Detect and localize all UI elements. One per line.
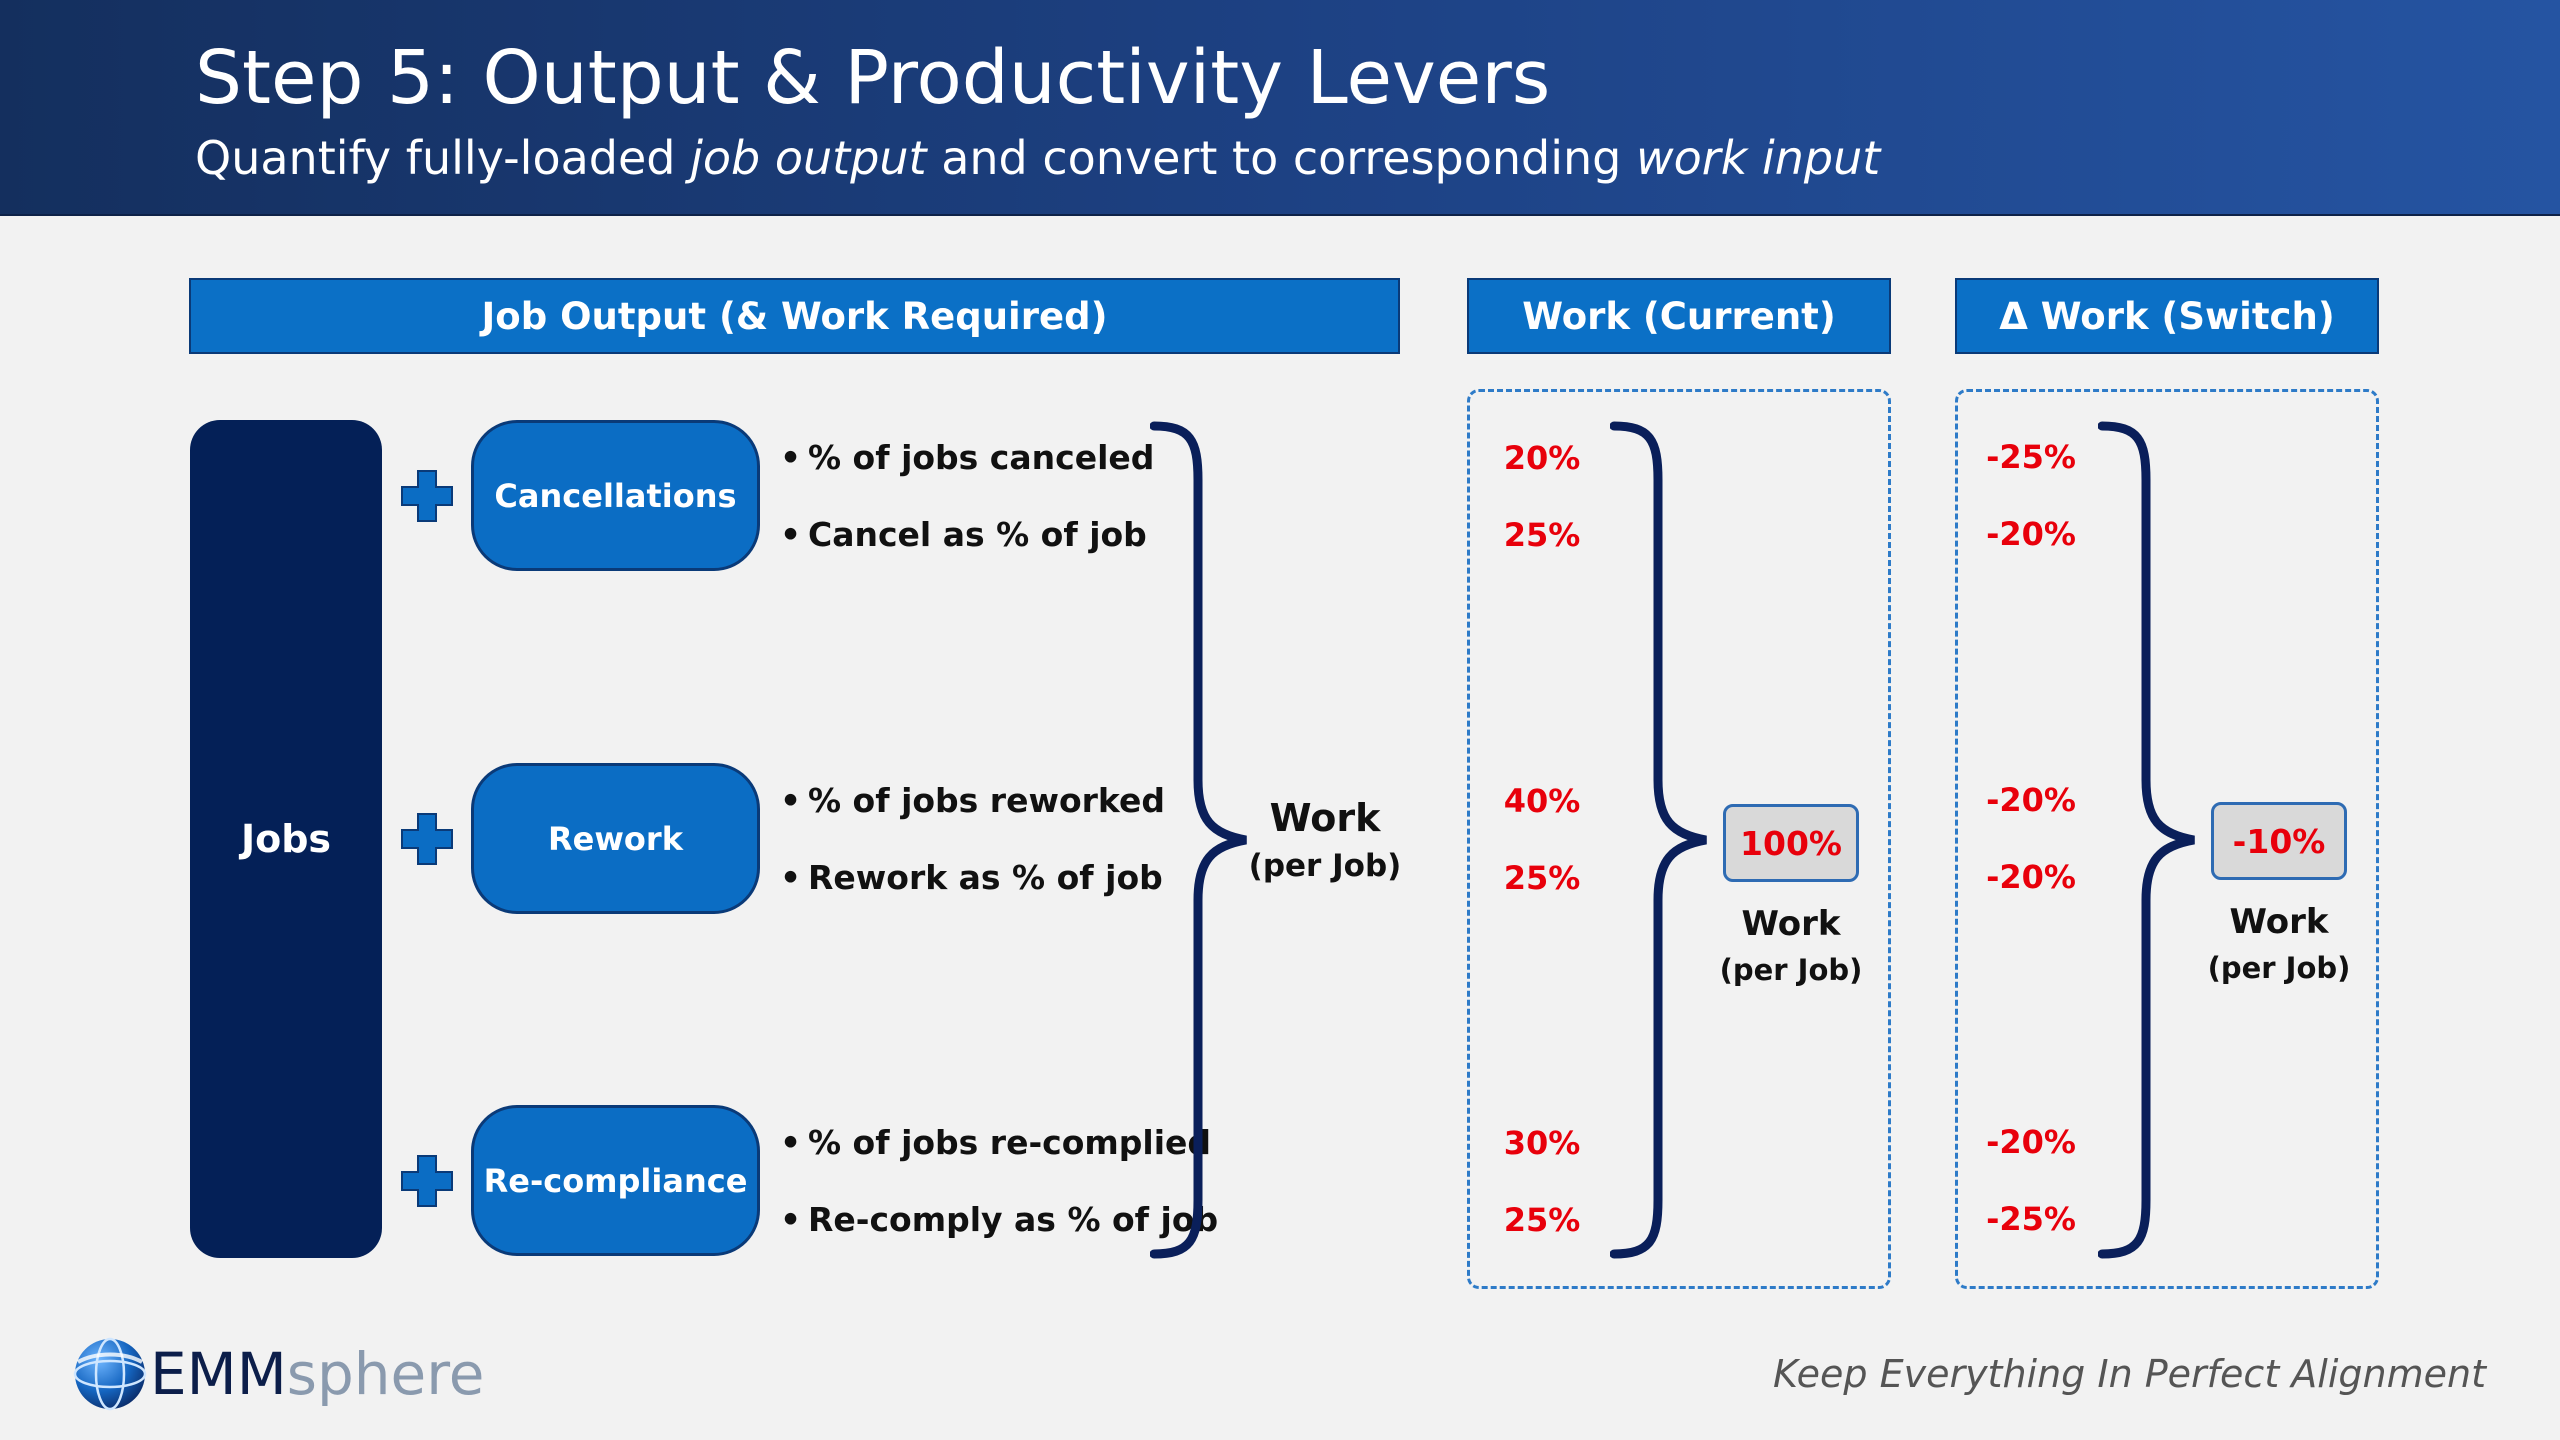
plus-icon bbox=[401, 1155, 453, 1207]
work-label-sub: (per Job) bbox=[1719, 953, 1863, 987]
bullet-marker: • bbox=[780, 1123, 802, 1162]
column-header-job-output: Job Output (& Work Required) bbox=[189, 278, 1400, 354]
metric-jobs-reworked: •% of jobs reworked bbox=[780, 776, 1165, 826]
bullet-marker: • bbox=[780, 438, 802, 477]
current-value: 30% bbox=[1503, 1124, 1581, 1162]
metric-label: Rework as % of job bbox=[808, 858, 1163, 897]
logo-text-sphere: sphere bbox=[286, 1340, 485, 1408]
work-label-sub: (per Job) bbox=[1248, 848, 1402, 884]
plus-icon bbox=[401, 470, 453, 522]
switch-value: -20% bbox=[1986, 515, 2076, 553]
column-header-work-switch: Δ Work (Switch) bbox=[1955, 278, 2379, 354]
metric-cancel-share: • Cancel as % of job bbox=[780, 510, 1147, 560]
metric-jobs-re-complied: •% of jobs re-complied bbox=[780, 1118, 1211, 1168]
emmsphere-logo: EMMsphere bbox=[72, 1334, 484, 1414]
page-subtitle: Quantify fully-loaded job output and con… bbox=[195, 128, 1880, 188]
subtitle-text-1: Quantify fully-loaded bbox=[195, 131, 691, 185]
work-current-panel bbox=[1467, 389, 1891, 1289]
work-switch-total: -10% bbox=[2211, 802, 2347, 880]
work-label-main: Work bbox=[2229, 902, 2329, 942]
switch-value: -20% bbox=[1986, 1123, 2076, 1161]
metric-label: Cancel as % of job bbox=[808, 515, 1147, 554]
page-title: Step 5: Output & Productivity Levers bbox=[195, 35, 1551, 121]
bullet-marker: • bbox=[780, 858, 802, 897]
subtitle-emphasis-2: work input bbox=[1636, 131, 1881, 185]
current-value: 25% bbox=[1503, 859, 1581, 897]
switch-value: -20% bbox=[1986, 858, 2076, 896]
work-label-main: Work bbox=[1741, 904, 1841, 944]
work-current-label: Work (per Job) bbox=[1711, 900, 1871, 992]
current-value: 20% bbox=[1503, 439, 1581, 477]
work-switch-panel bbox=[1955, 389, 2379, 1289]
work-switch-label: Work (per Job) bbox=[2199, 898, 2359, 990]
globe-icon bbox=[73, 1337, 147, 1411]
lever-rework: Rework bbox=[471, 763, 760, 914]
logo-text-emm: EMM bbox=[150, 1340, 287, 1408]
work-per-job-label: Work (per Job) bbox=[1245, 793, 1405, 889]
lever-re-compliance: Re-compliance bbox=[471, 1105, 760, 1256]
curly-brace-icon bbox=[1610, 421, 1707, 1259]
switch-value: -25% bbox=[1986, 438, 2076, 476]
current-value: 25% bbox=[1503, 516, 1581, 554]
bullet-marker: • bbox=[780, 515, 802, 554]
tagline: Keep Everything In Perfect Alignment bbox=[1773, 1352, 2486, 1396]
metric-label: % of jobs canceled bbox=[808, 438, 1155, 477]
metric-rework-share: • Rework as % of job bbox=[780, 853, 1163, 903]
title-banner: Step 5: Output & Productivity Levers Qua… bbox=[0, 0, 2560, 216]
metric-label: % of jobs reworked bbox=[808, 781, 1165, 820]
metric-re-comply-share: • Re-comply as % of job bbox=[780, 1195, 1218, 1245]
metric-label: % of jobs re-complied bbox=[808, 1123, 1212, 1162]
curly-brace-icon bbox=[2098, 421, 2195, 1259]
bullet-marker: • bbox=[780, 1200, 802, 1239]
switch-value: -25% bbox=[1986, 1200, 2076, 1238]
subtitle-text-2: and convert to corresponding bbox=[926, 131, 1637, 185]
curly-brace-icon bbox=[1150, 421, 1247, 1259]
column-header-work-current: Work (Current) bbox=[1467, 278, 1891, 354]
switch-value: -20% bbox=[1986, 781, 2076, 819]
metric-label: Re-comply as % of job bbox=[808, 1200, 1219, 1239]
logo-wordmark: EMMsphere bbox=[150, 1334, 484, 1414]
metric-jobs-canceled: •% of jobs canceled bbox=[780, 433, 1154, 483]
bullet-marker: • bbox=[780, 781, 802, 820]
work-label-sub: (per Job) bbox=[2207, 951, 2351, 985]
lever-cancellations: Cancellations bbox=[471, 420, 760, 571]
work-label-main: Work bbox=[1269, 796, 1381, 840]
jobs-block: Jobs bbox=[190, 420, 382, 1258]
plus-icon bbox=[401, 813, 453, 865]
current-value: 40% bbox=[1503, 782, 1581, 820]
work-current-total: 100% bbox=[1723, 804, 1859, 882]
subtitle-emphasis-1: job output bbox=[690, 131, 927, 185]
current-value: 25% bbox=[1503, 1201, 1581, 1239]
